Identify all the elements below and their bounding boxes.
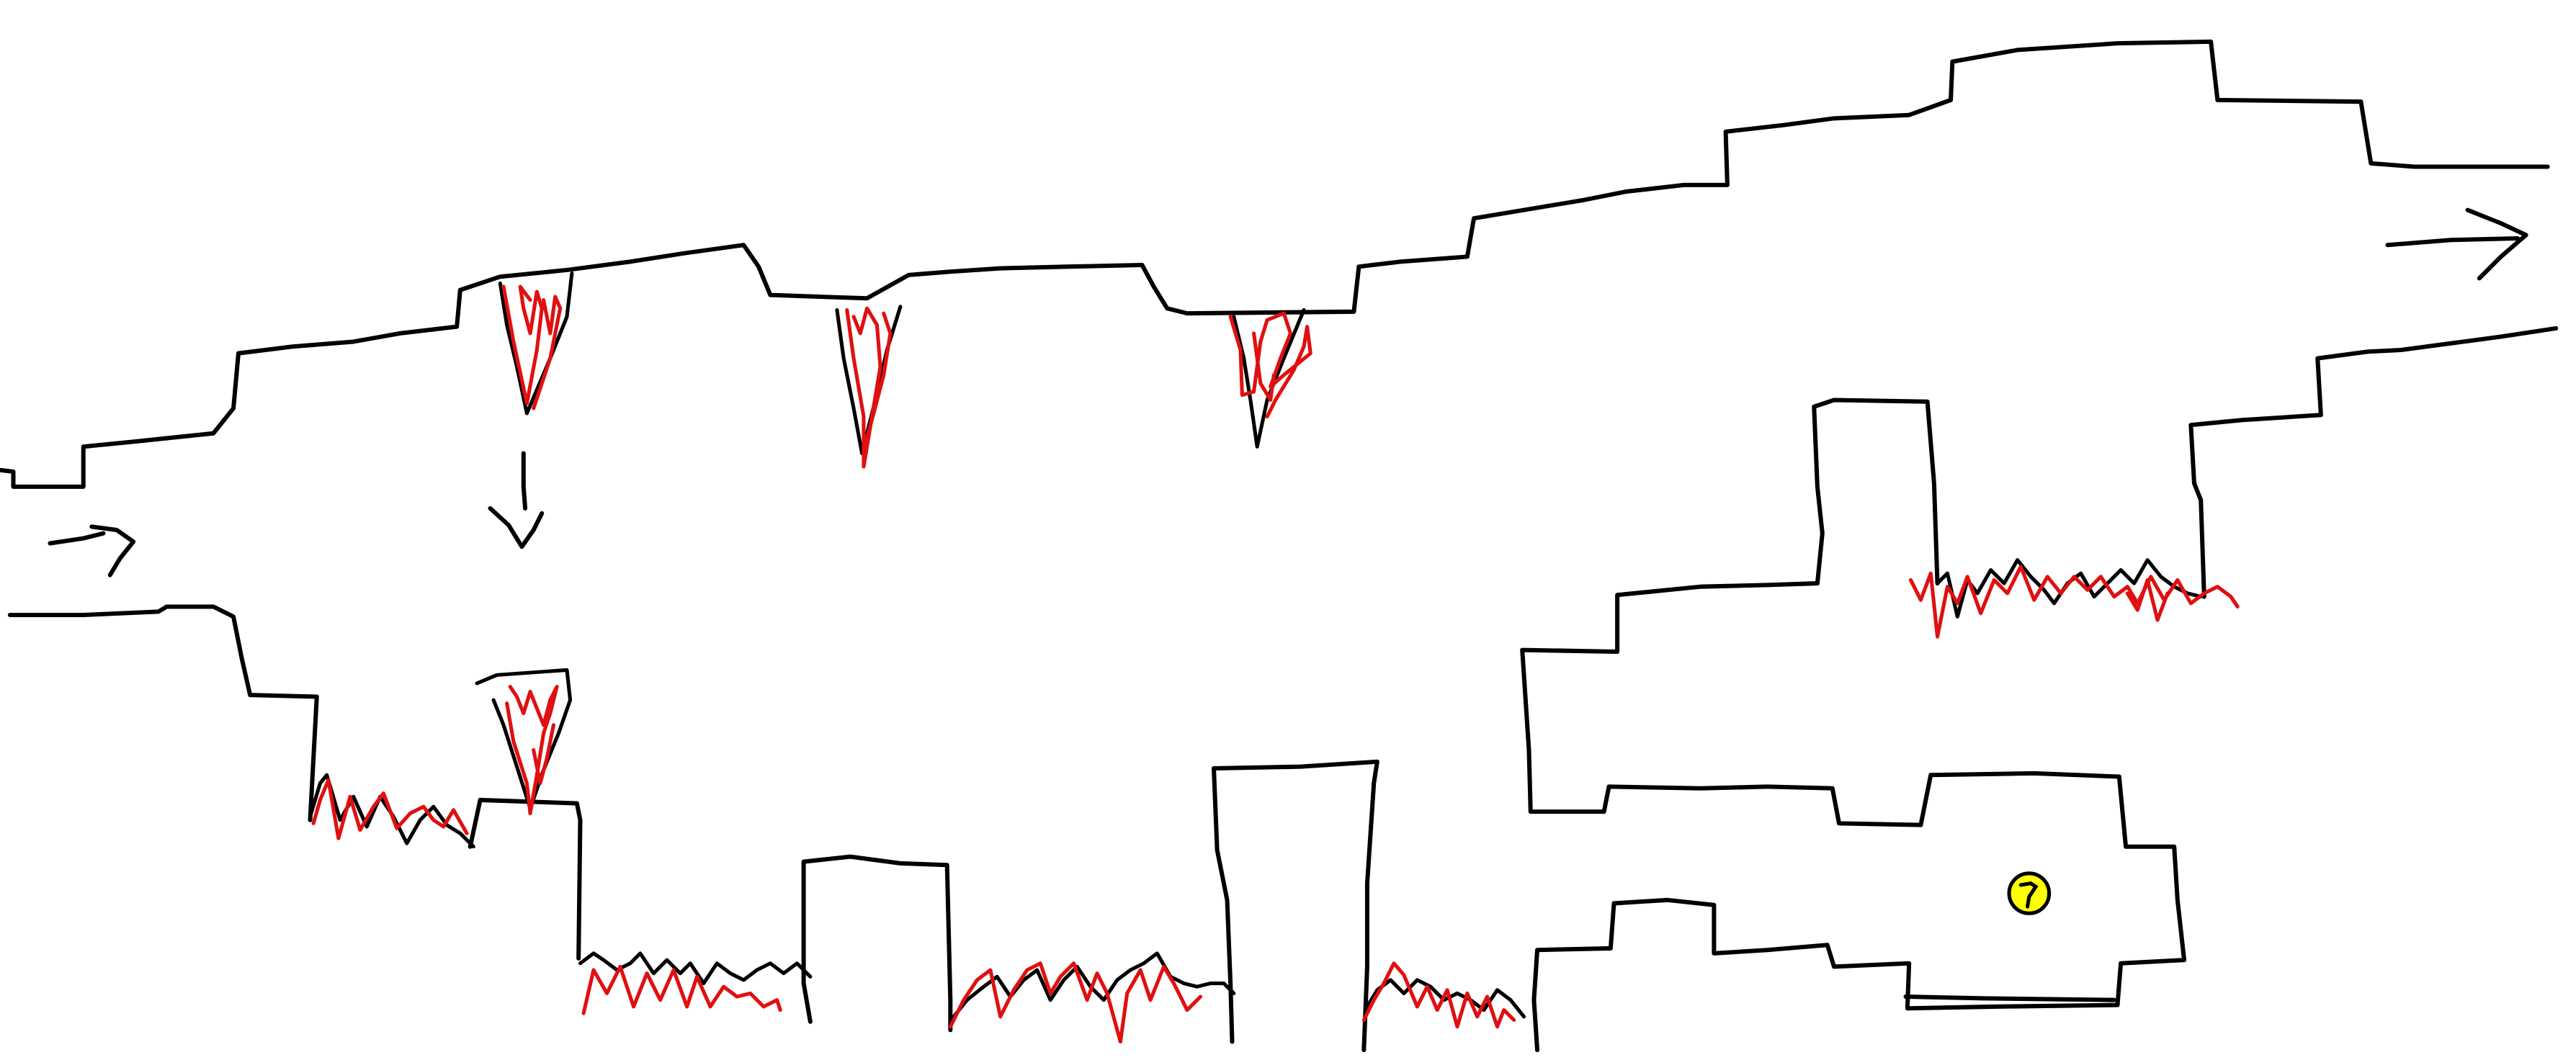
- right-platform-wall: [2188, 325, 2559, 599]
- pillar-2: [1211, 759, 1379, 1053]
- bottom-right-inner-line: [1903, 994, 2116, 1002]
- ceiling-spike-3: [1228, 307, 1312, 449]
- arrow-right-exit-icon: [2385, 207, 2528, 281]
- ceiling-spike-1: [498, 271, 574, 416]
- floor-spikes-1: [308, 773, 475, 849]
- ceiling-spike-2: [835, 305, 903, 469]
- bottom-right-wall: [1520, 398, 2187, 1053]
- upper-wall: [0, 39, 2550, 489]
- arrow-right-entry-icon: [48, 524, 136, 578]
- floor-spikes-2: [578, 951, 813, 1015]
- floor-spikes-6: [2125, 578, 2170, 622]
- floor-spikes-5: [1908, 558, 2240, 639]
- left-ledge-top: [468, 797, 583, 961]
- floor-spikes-3: [948, 951, 1236, 1044]
- ceiling-spike-4: [475, 668, 573, 816]
- pillar-1: [801, 854, 953, 1033]
- left-floor-wall: [7, 604, 319, 822]
- coin-icon[interactable]: [2007, 871, 2052, 915]
- arrow-down-icon: [488, 451, 545, 549]
- floor-spikes-4: [1361, 961, 1526, 1029]
